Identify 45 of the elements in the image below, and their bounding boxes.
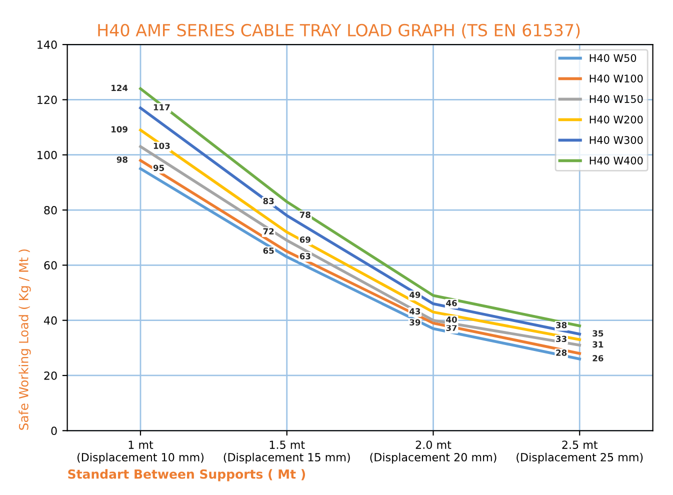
x-tick-label: 2.5 mt (Displacement 25 mm) [516, 440, 643, 464]
x-tick-label: 1 mt (Displacement 10 mm) [77, 440, 204, 464]
y-tick-label: 100 [38, 150, 57, 160]
y-axis-title: Safe Working Load ( Kg / Mt ) [18, 249, 31, 430]
data-label: 98 [116, 156, 128, 163]
data-label: 83 [263, 198, 274, 204]
data-label: 39 [410, 319, 420, 326]
data-label: 95 [153, 164, 164, 172]
data-label: 28 [556, 350, 567, 356]
data-label: 65 [263, 248, 274, 254]
data-label: 109 [112, 126, 128, 132]
x-tick-label: 1.5 mt (Displacement 15 mm) [224, 440, 350, 464]
data-label: 124 [112, 84, 128, 91]
y-tick-label: 40 [44, 316, 57, 325]
data-label: 38 [556, 322, 567, 328]
data-label: 40 [446, 316, 457, 323]
data-label: 63 [300, 253, 310, 260]
y-tick-label: 120 [38, 96, 57, 104]
y-tick-label: 0 [51, 426, 57, 436]
data-label: 37 [446, 324, 457, 332]
y-tick-label: 140 [38, 40, 57, 49]
chart-title: H40 AMF SERIES CABLE TRAY LOAD GRAPH (TS EN 61537) [98, 24, 580, 38]
legend-label: H40 W150 [590, 95, 643, 103]
data-label: 103 [154, 142, 170, 150]
data-label: 72 [263, 228, 274, 234]
data-label: 49 [410, 292, 420, 298]
data-label: 31 [592, 341, 604, 348]
data-label: 35 [592, 330, 604, 337]
legend-label: H40 W200 [590, 116, 643, 124]
y-tick-label: 80 [44, 206, 57, 214]
legend-label: H40 W100 [590, 74, 643, 82]
data-label: 117 [154, 104, 170, 110]
data-label: 78 [300, 212, 310, 218]
data-label: 43 [410, 308, 420, 314]
data-label: 26 [592, 355, 604, 362]
data-label: 46 [446, 300, 457, 306]
y-tick-label: 20 [44, 371, 57, 380]
y-tick-label: 60 [44, 261, 57, 270]
data-label: 33 [556, 336, 566, 342]
data-label: 69 [300, 236, 310, 243]
x-tick-label: 2.0 mt (Displacement 20 mm) [370, 440, 496, 464]
x-axis-title: Standart Between Supports ( Mt ) [68, 469, 306, 482]
legend-label: H40 W300 [590, 136, 643, 144]
legend-label: H40 W50 [590, 54, 636, 62]
legend-label: H40 W400 [590, 156, 643, 164]
